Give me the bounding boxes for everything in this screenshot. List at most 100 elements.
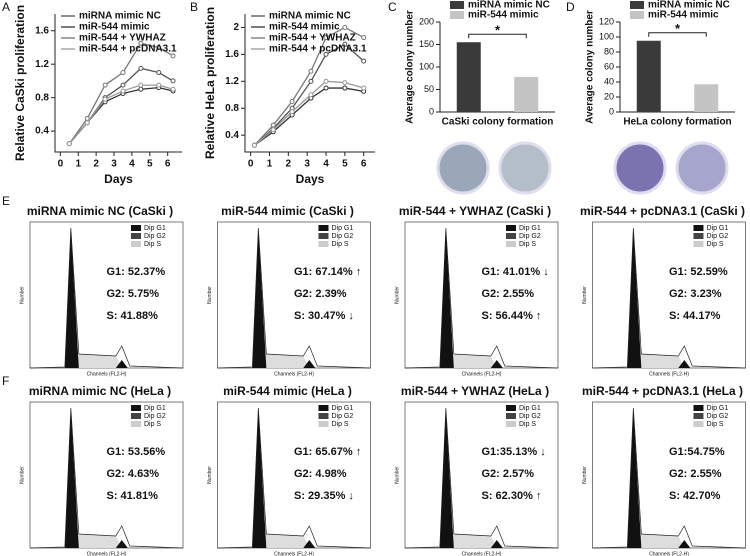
- legend-label: Dip G1: [144, 225, 166, 232]
- dip-g2: [115, 360, 128, 368]
- x-axis-label: Channels (FL2-H): [649, 551, 689, 556]
- legend-swatch: [693, 241, 704, 247]
- histogram-outline: [217, 227, 371, 369]
- point: [170, 86, 176, 92]
- plate: [675, 141, 729, 195]
- point: [342, 85, 348, 91]
- point: [323, 51, 329, 57]
- phase-percent: S: 44.17%: [669, 310, 721, 322]
- legend-label: Dip S: [331, 241, 348, 248]
- legend-swatch: [130, 421, 141, 427]
- y-tick-label: 0.8: [225, 103, 239, 114]
- y-tick-label: 60: [604, 61, 614, 71]
- phase-percent: S: 41.81%: [107, 490, 159, 502]
- colony-plates: [436, 141, 729, 195]
- legend-label: miRNA mimic NC: [648, 0, 730, 11]
- point: [270, 122, 276, 128]
- plot-title: miR-544 + pcDNA3.1 (HeLa ): [582, 384, 743, 398]
- point: [138, 65, 144, 71]
- x-tick-label: 0: [248, 159, 254, 170]
- legend-swatch: [505, 405, 516, 411]
- plot-title: miRNA mimic NC (CaSki ): [27, 204, 173, 218]
- point: [120, 82, 126, 88]
- x-axis-label: Channels (FL2-H): [87, 371, 127, 377]
- point: [270, 127, 276, 133]
- legend-label: Dip G1: [519, 405, 541, 412]
- point: [308, 78, 314, 84]
- significance-bracket: [468, 33, 527, 39]
- y-axis-label: Average colony number: [405, 10, 416, 124]
- x-tick-label: 4: [323, 159, 329, 170]
- dip-g1: [252, 408, 267, 548]
- y-tick-label: 50: [424, 84, 434, 94]
- y-axis-label: Number: [19, 286, 25, 304]
- y-tick-label: 150: [419, 39, 434, 49]
- legend-swatch: [130, 225, 141, 231]
- histogram-outline: [217, 407, 371, 549]
- phase-percent: G2: 4.98%: [294, 468, 347, 480]
- phase-percent: G2: 4.63%: [107, 468, 160, 480]
- plot-title: miRNA mimic NC (HeLa ): [29, 384, 171, 398]
- x-tick-label: 1: [267, 159, 273, 170]
- y-tick-label: 2: [233, 22, 239, 33]
- x-axis-label: Channels (FL2-H): [87, 551, 127, 556]
- x-axis-label: Channels (FL2-H): [462, 551, 502, 556]
- x-tick-label: 0: [58, 159, 64, 170]
- legend-label: miR-544 mimic: [79, 22, 150, 33]
- point: [84, 120, 90, 126]
- phase-percent: G2: 2.55%: [482, 288, 535, 300]
- panel-label: A: [2, 0, 10, 14]
- histogram-outline: [29, 407, 184, 549]
- dip-s: [264, 534, 310, 548]
- legend-swatch: [130, 233, 141, 239]
- legend-label: miR-544 + pcDNA3.1: [79, 44, 177, 55]
- x-axis-label: HeLa colony formation: [623, 117, 731, 128]
- x-axis-label: Channels (FL2-H): [649, 371, 689, 377]
- point: [323, 35, 329, 41]
- dip-s: [639, 534, 685, 548]
- y-axis-label: Relative CaSki proliferation: [13, 5, 27, 161]
- legend-label: miR-544 + YWHAZ: [269, 33, 356, 44]
- point: [323, 78, 329, 84]
- point: [66, 141, 72, 147]
- legend-swatch: [693, 413, 704, 419]
- point: [102, 96, 108, 102]
- plot-title: miR-544 mimic (HeLa ): [223, 384, 352, 398]
- dip-g2: [490, 360, 503, 368]
- point: [342, 41, 348, 47]
- dip-g1: [252, 228, 267, 368]
- x-tick-label: 3: [304, 159, 310, 170]
- legend-label: miRNA mimic NC: [468, 0, 550, 11]
- legend-label: miR-544 + pcDNA3.1: [269, 44, 367, 55]
- y-tick-label: 0: [429, 106, 434, 116]
- legend-swatch: [505, 413, 516, 419]
- legend-label: Dip G1: [519, 225, 541, 232]
- point: [342, 24, 348, 30]
- legend-swatch: [505, 241, 516, 247]
- point: [361, 35, 367, 41]
- legend-label: miRNA mimic NC: [269, 11, 351, 22]
- point: [170, 78, 176, 84]
- x-tick-label: 5: [147, 159, 153, 170]
- point: [308, 68, 314, 74]
- legend-label: Dip S: [519, 421, 536, 428]
- plot-title: miR-544 mimic (CaSki ): [221, 204, 354, 218]
- point: [289, 109, 295, 115]
- dip-s: [76, 534, 122, 548]
- phase-percent: S: 29.35% ↓: [294, 490, 354, 502]
- phase-percent: G1: 65.67% ↑: [294, 446, 361, 458]
- dip-g1: [439, 228, 454, 368]
- legend-label: Dip G1: [706, 225, 728, 232]
- phase-percent: G2: 2.39%: [294, 288, 347, 300]
- phase-percent: G2: 5.75%: [107, 288, 160, 300]
- histogram-outline: [592, 227, 746, 369]
- dip-g2: [303, 360, 316, 368]
- legend-label: Dip S: [331, 421, 348, 428]
- legend-label: Dip G2: [144, 413, 166, 420]
- y-tick-label: 100: [419, 61, 434, 71]
- legend-label: Dip G1: [331, 225, 353, 232]
- significance-bracket: [648, 32, 707, 37]
- y-tick-label: 1.6: [225, 49, 239, 60]
- y-axis-label: Average colony number: [585, 10, 596, 124]
